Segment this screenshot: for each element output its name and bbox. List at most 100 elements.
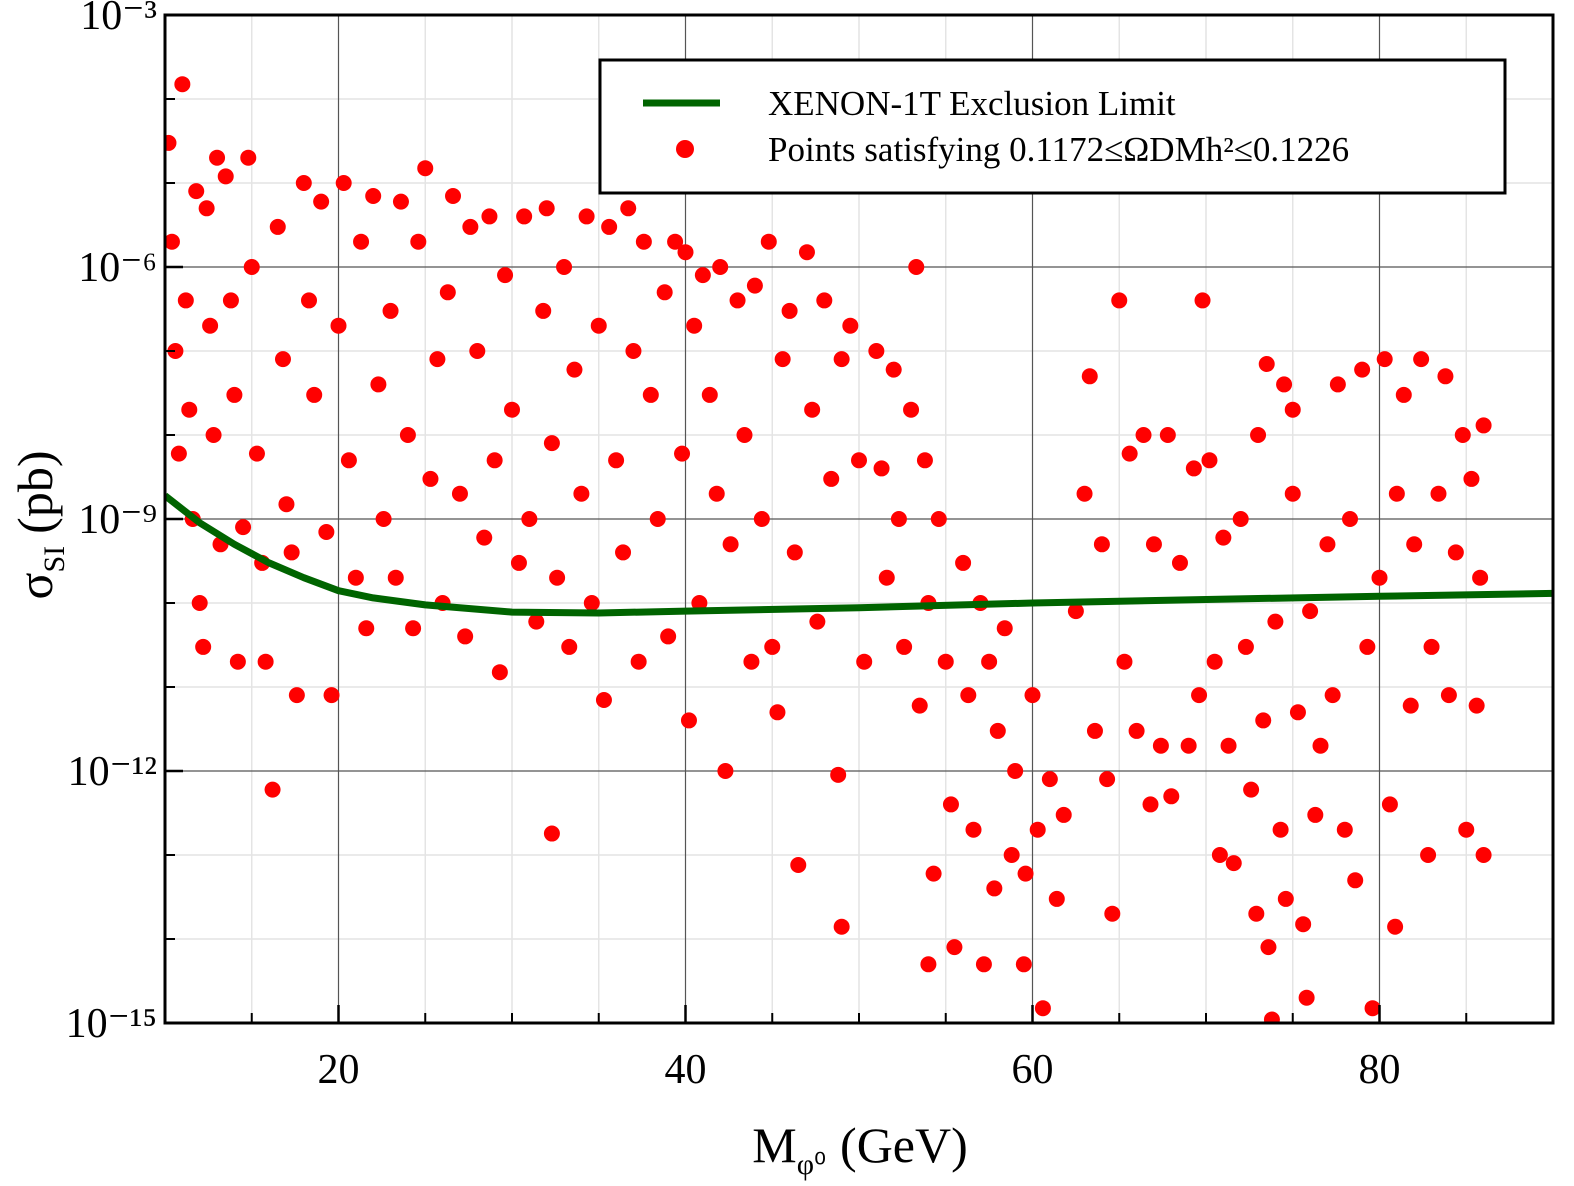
y-axis-label: σSI (pb) — [7, 451, 71, 600]
scatter-point — [405, 620, 422, 637]
scatter-point — [975, 956, 992, 973]
x-tick-label: 80 — [1359, 1047, 1401, 1093]
scatter-point — [1260, 939, 1277, 956]
scatter-point — [340, 452, 357, 469]
scatter-point — [1237, 638, 1254, 655]
scatter-point — [1225, 855, 1242, 872]
scatter-point — [878, 569, 895, 586]
scatter-point — [1329, 376, 1346, 393]
scatter-point — [257, 653, 274, 670]
y-label-symbol: σ — [7, 572, 63, 599]
scatter-point — [1159, 427, 1176, 443]
scatter-point — [620, 200, 637, 217]
scatter-point — [486, 452, 503, 469]
scatter-point — [701, 386, 718, 403]
scatter-point — [1430, 485, 1447, 502]
scatter-point — [601, 218, 618, 235]
scatter-point — [851, 452, 867, 469]
scatter-point — [318, 524, 335, 541]
y-tick-label: 10⁻⁶ — [78, 245, 157, 291]
scatter-point — [323, 687, 340, 704]
scatter-point — [694, 267, 711, 284]
y-tick-label: 10⁻¹⁵ — [66, 1001, 157, 1047]
scatter-point — [595, 692, 612, 709]
scatter-point — [736, 427, 753, 443]
scatter-point — [798, 244, 815, 261]
scatter-point — [1324, 687, 1341, 704]
scatter-point — [476, 529, 493, 546]
scatter-point — [1447, 544, 1464, 561]
scatter-point — [1099, 771, 1116, 788]
scatter-point — [1104, 905, 1121, 922]
x-axis-label: Mφ⁰ (GeV) — [752, 1117, 968, 1181]
scatter-point — [504, 401, 520, 418]
scatter-point — [1267, 613, 1284, 630]
scatter-point — [1086, 722, 1103, 739]
scatter-point — [1347, 872, 1364, 889]
x-label-symbol: M — [752, 1117, 796, 1173]
scatter-point — [1406, 536, 1423, 553]
scatter-point — [965, 821, 982, 838]
scatter-point — [288, 687, 305, 704]
scatter-point — [370, 376, 387, 393]
scatter-point — [1387, 918, 1404, 935]
scatter-point — [229, 653, 246, 670]
scatter-point — [217, 168, 234, 185]
scatter-point — [896, 638, 913, 655]
scatter-point — [996, 620, 1013, 637]
scatter-point — [660, 628, 677, 645]
scatter-point — [630, 653, 647, 670]
scatter-point — [816, 292, 833, 309]
scatter-point — [1152, 737, 1169, 754]
scatter-point — [790, 857, 807, 874]
scatter-point — [833, 918, 850, 935]
scatter-point — [1135, 427, 1152, 443]
scatter-point — [615, 544, 632, 561]
scatter-point — [1093, 536, 1110, 553]
scatter-point — [516, 208, 533, 225]
scatter-point — [590, 317, 607, 334]
scatter-point — [1319, 536, 1336, 553]
scatter-point — [1255, 712, 1272, 729]
scatter-point — [1454, 427, 1471, 443]
legend: XENON-1T Exclusion Limit Points satisfyin… — [598, 58, 1507, 195]
scatter-point — [382, 302, 399, 319]
scatter-point — [1076, 485, 1093, 502]
scatter-point — [920, 956, 937, 973]
scatter-point — [989, 722, 1006, 739]
scatter-point — [1017, 865, 1034, 882]
scatter-point — [1163, 788, 1180, 805]
scatter-point — [174, 76, 191, 93]
scatter-point — [170, 445, 187, 462]
scatter-point — [353, 233, 370, 250]
scatter-point — [1364, 1000, 1381, 1017]
scatter-point — [1272, 821, 1289, 838]
scatter-point — [649, 511, 666, 527]
scatter-point — [764, 638, 781, 655]
scatter-point — [417, 160, 434, 177]
scatter-point — [1201, 452, 1218, 469]
scatter-point — [1354, 361, 1371, 378]
scatter-point — [1276, 376, 1293, 393]
scatter-point — [911, 697, 928, 714]
scatter-point — [981, 653, 998, 670]
scatter-point — [301, 292, 318, 309]
scatter-point — [445, 188, 462, 205]
scatter-point — [1048, 890, 1065, 907]
scatter-point — [313, 193, 330, 210]
scatter-point — [1248, 905, 1265, 922]
scatter-point — [1284, 401, 1301, 418]
scatter-point — [1116, 653, 1133, 670]
scatter-point — [248, 445, 265, 462]
scatter-point — [283, 544, 300, 561]
scatter-point — [955, 554, 972, 571]
scatter-point — [809, 613, 826, 630]
scatter-point — [774, 351, 791, 368]
scatter-point — [330, 317, 347, 334]
scatter-point — [1395, 386, 1412, 403]
scatter-point — [167, 343, 184, 359]
scatter-point — [573, 485, 590, 502]
scatter-point — [1055, 806, 1072, 823]
scatter-point — [1277, 890, 1294, 907]
plot-area — [165, 76, 1553, 1023]
